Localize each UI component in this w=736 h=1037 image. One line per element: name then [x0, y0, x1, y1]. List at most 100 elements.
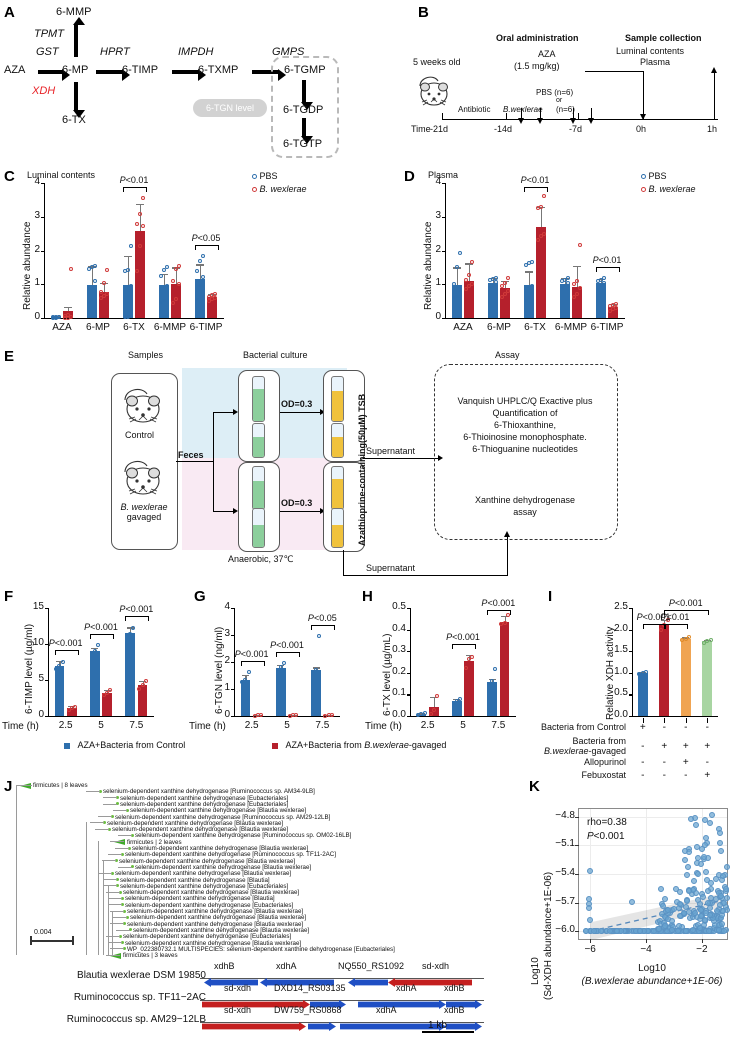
datapoint [530, 283, 535, 288]
datapoint [137, 244, 142, 249]
or-label: or [556, 97, 563, 104]
k-xticklabel--2: −2 [696, 944, 708, 955]
e-arrow-od-bottom [280, 507, 325, 515]
chart-g-ylabel: 6-TGN level (ng/ml) [214, 626, 225, 714]
bar-F-5-0 [89, 651, 100, 716]
datapoint [708, 637, 713, 642]
tree-spine-4 [108, 885, 110, 955]
datapoint [206, 299, 211, 304]
tree-branch-14 [98, 872, 112, 874]
datapoint [201, 274, 206, 279]
node-6-mp: 6-MP [62, 64, 89, 76]
y-axis [44, 183, 46, 318]
e-anaerobic-label: Anaerobic, 37℃ [228, 554, 294, 564]
gene-label-sdxdh-0: sd-xdh [422, 961, 450, 971]
x-ticklabel-2.5: 2.5 [244, 720, 259, 731]
sample-plasma: Plasma [640, 57, 671, 67]
e-supernatant-bottom: Supernatant [366, 563, 416, 573]
scatter-point [655, 925, 662, 932]
errorbar [433, 696, 436, 707]
node-6-txmp: 6-TXMP [198, 64, 239, 76]
bar-6-TX-B. wexlerae [135, 231, 145, 318]
errorbar [504, 615, 506, 623]
datapoint [665, 618, 670, 623]
gene-arrow-rs1092-0 [348, 974, 388, 987]
tree-node-15 [116, 878, 119, 881]
gene-arrow-xdhA-2 [340, 1018, 446, 1031]
legend-c-bw: B. wexlerae [252, 184, 307, 194]
datapoint [158, 273, 163, 278]
datapoint [105, 292, 110, 297]
scatter-point [714, 908, 721, 915]
sig-bracket [125, 616, 150, 622]
tree-branch-12 [102, 860, 116, 862]
errorcap-6-TX-0 [124, 255, 133, 257]
bar-6-MMP-PBS [560, 284, 570, 318]
datapoint [571, 281, 576, 286]
e-label-control: Control [125, 430, 155, 440]
datapoint [213, 291, 218, 296]
errorbar-6-TIMP-0 [200, 264, 202, 279]
enzyme-gmps: GMPS [272, 46, 305, 58]
e-supernatant-line-bottom [343, 575, 508, 577]
scatter-point [701, 842, 708, 849]
datapoint [494, 279, 499, 284]
y-ticklabel-3: 3 [224, 628, 230, 639]
datapoint [317, 633, 322, 638]
y-ticklabel-0: 0.0 [392, 709, 406, 720]
scatter-point [715, 927, 722, 934]
cond-mark-2-2: + [682, 757, 689, 768]
x-ticklabel-6-TX: 6-TX [524, 322, 546, 333]
y-tick-2 [628, 629, 632, 631]
datapoint [101, 280, 106, 285]
tree-node-26 [123, 947, 126, 951]
datapoint [506, 289, 511, 293]
datapoint [137, 686, 142, 691]
aza-dose-arrow [639, 71, 647, 120]
genome-name-1: Ruminococcus sp. TF11−2AC [73, 992, 206, 1003]
legend-label-control: AZA+Bacteria from Control [77, 740, 186, 750]
cond-mark-0-3: - [705, 722, 709, 733]
bar-6-MP-PBS [488, 282, 498, 318]
arrow-down-xdh [73, 82, 85, 118]
y-tick-0.4 [406, 629, 410, 631]
errorbar-6-TIMP-0 [601, 278, 603, 283]
gene-label-rs0868-2: DW759_RS0868 [274, 1005, 342, 1015]
panel-label-d: D [404, 168, 415, 185]
y-tick-4 [441, 183, 445, 185]
scatter-point [723, 894, 730, 901]
datapoint [566, 276, 571, 281]
sig-bracket [54, 650, 79, 656]
assay-line-1: Vanquish UHPLC/Q Exactive plus [457, 396, 593, 406]
y-tick-0.5 [628, 694, 632, 696]
sample-collection-heading: Sample collection [625, 33, 702, 43]
node-aza: AZA [4, 64, 26, 76]
scatter-point [708, 811, 715, 818]
gene-synteny-diagram: Blautia wexlerae DSM 19850 xdhB xdhA NQ550_… [0, 960, 500, 1033]
datapoint [506, 275, 511, 280]
datapoint [259, 713, 264, 718]
scatter-point [684, 864, 691, 871]
errorcap [703, 639, 711, 642]
tree-branch-18 [108, 898, 122, 900]
tree-node-25 [121, 941, 124, 944]
oral-administration-heading: Oral administration [496, 33, 579, 43]
datapoint [595, 287, 600, 292]
scatter-point [681, 910, 688, 917]
genome-track-0 [200, 978, 484, 980]
tree-branch-9 [110, 841, 124, 843]
tree-node-19 [121, 903, 124, 907]
tube-1-fill [253, 389, 264, 421]
sig-bracket-1-label: P<0.001 [636, 612, 671, 622]
legend-c-pbs: PBS [252, 171, 278, 181]
cond-mark-1-2: + [682, 741, 689, 752]
gene-label-xdhB-1: xdhB [444, 983, 465, 993]
e-supernatant-arrow-top [400, 454, 443, 462]
scatter-point [705, 887, 712, 894]
k-yticklabel--5.7: −5.7 [555, 895, 575, 907]
x-axis [632, 716, 718, 718]
bar-AZA-PBS [51, 317, 61, 318]
tube-3 [252, 466, 265, 510]
k-ytick--6 [575, 931, 579, 933]
datapoint [54, 667, 59, 672]
